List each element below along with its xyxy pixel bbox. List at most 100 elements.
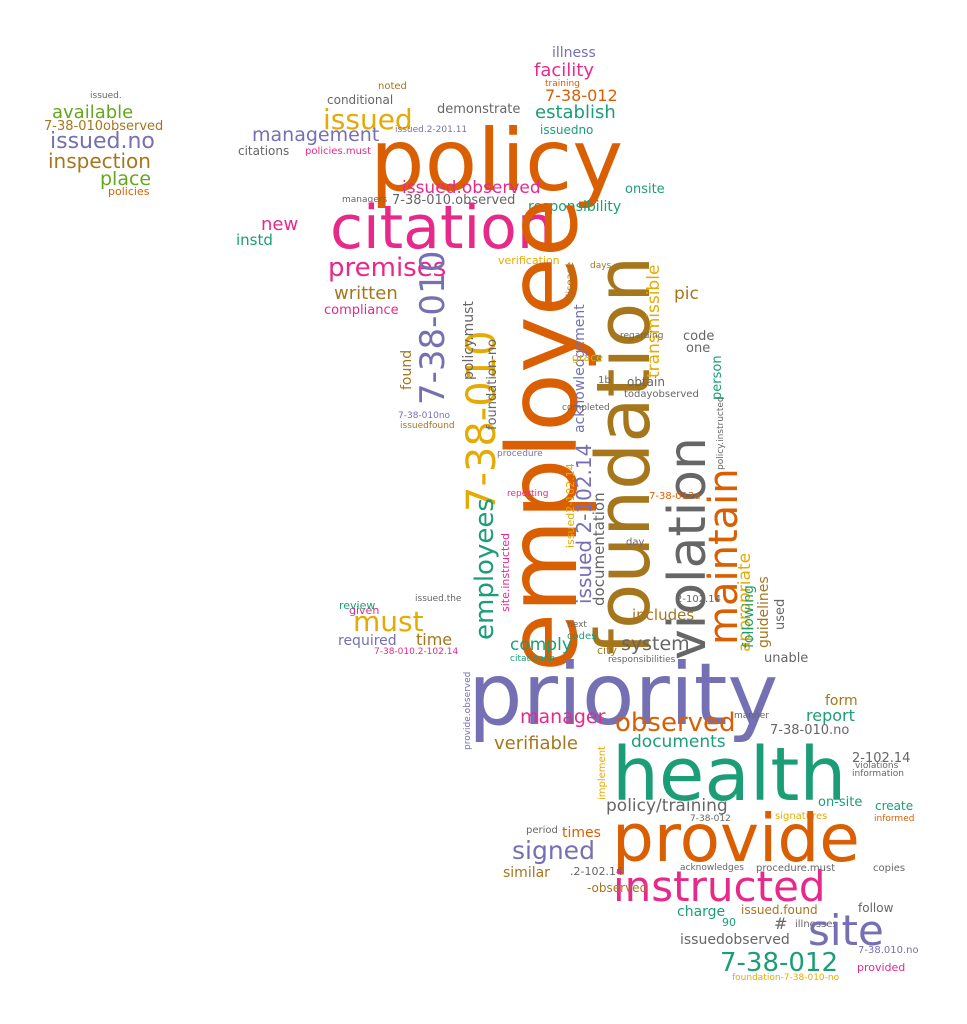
word-regarding: regarding	[620, 331, 664, 341]
word-create: create	[875, 799, 914, 813]
word-information: information	[852, 769, 904, 779]
word-training: training	[545, 79, 580, 89]
word-conditional: conditional	[327, 93, 394, 107]
word-times: times	[562, 825, 601, 841]
word-on-site: on-site	[818, 795, 863, 810]
word-review: review	[339, 599, 376, 612]
word-policies-must: policies.must	[305, 146, 372, 157]
word-obtain: obtain	[627, 375, 665, 389]
word-form: form	[825, 693, 858, 709]
word-days: days	[590, 261, 612, 271]
word-guidelines: guidelines	[756, 576, 772, 648]
word-similar: similar	[503, 865, 550, 881]
word-7-38-012-bottom: 7-38-012	[720, 948, 839, 978]
word-acknowledgement: acknowledgement	[572, 304, 588, 433]
word-must: must	[353, 605, 424, 638]
word-issued-observed: issued.observed	[402, 178, 541, 198]
word-hash: #	[774, 914, 788, 933]
word-site: site	[808, 906, 884, 955]
word-implement: implement	[597, 746, 608, 800]
word-given: given	[349, 604, 380, 617]
word-issued-the: issued.the	[415, 594, 462, 604]
word-available: available	[52, 102, 134, 123]
word-observed: observed	[615, 708, 736, 738]
word-required: required	[338, 633, 397, 649]
word-issued2-102-14: issued2-102.14	[564, 463, 577, 548]
word-found: found	[399, 349, 415, 390]
word-dot-2-102-14: .2-102.14	[570, 865, 623, 878]
word-place: place	[100, 168, 152, 190]
word-grace: grace	[572, 351, 604, 364]
word-compliance: compliance	[324, 303, 399, 318]
word-7-38-012a: 7-38-012a	[649, 491, 701, 502]
word-informed: informed	[874, 814, 915, 824]
word-foundation-no: foundation-no	[485, 338, 500, 430]
word-documents: documents	[631, 732, 726, 752]
word-pic: pic	[674, 284, 699, 304]
word-manager: manager	[520, 706, 606, 728]
word-disease: disease	[565, 262, 576, 300]
word-unable: unable	[764, 651, 809, 666]
word-2-102-14-right: 2-102.14	[852, 751, 911, 766]
word-provided: provided	[857, 961, 906, 974]
word-time: time	[416, 630, 453, 649]
word-code: code	[683, 329, 715, 344]
word-citations: citations	[238, 144, 290, 158]
word-7-38-012-top: 7-38-012	[545, 86, 618, 105]
word-foundation-7-38-010-no: foundation-7-38-010-no	[732, 973, 840, 983]
word-acknowledges: acknowledges	[680, 863, 744, 873]
word-documentation: documentation	[590, 492, 608, 606]
word-management: management	[252, 124, 380, 146]
word-7-38-010no: 7-38-010no	[398, 411, 451, 421]
word-7-38-010observed: 7-38-010observed	[44, 119, 164, 134]
word-7-38-010-no-small: 7-38.010.no	[858, 945, 919, 956]
word-manner: manner	[734, 711, 769, 721]
word-illnesses: illnesses	[795, 919, 838, 930]
word-small-issued: issued.	[90, 91, 122, 101]
word-codes: codes	[567, 631, 597, 642]
word-policies: policies	[108, 185, 150, 198]
word-issued-found: issued.found	[741, 903, 818, 917]
word-written: written	[334, 283, 398, 304]
word-transmissible: transmissible	[644, 264, 664, 378]
word-policy-must: policy.must	[461, 301, 477, 380]
word-policy-instructed: policy.instructed	[716, 396, 726, 470]
word-reporting: reporting	[507, 489, 549, 499]
word-citationno: citationno	[510, 654, 555, 664]
word-issuedobserved: issuedobserved	[680, 932, 790, 948]
word-priority: priority	[468, 645, 779, 745]
word-7-38-010-2-102-14: 7-38-010.2-102.14	[374, 647, 459, 657]
word-provide: provide	[612, 800, 860, 877]
word-onsite: onsite	[625, 182, 665, 197]
word-charge: charge	[677, 904, 726, 920]
word-includes: includes	[632, 606, 695, 624]
word-policy-training: policy/training	[606, 796, 728, 816]
word-2-102-14-mid: 2-102.14	[676, 594, 721, 605]
word-issued-2-201-11: issued.2-201.11	[395, 125, 468, 135]
word-instd: instd	[236, 231, 273, 249]
word-used: used	[773, 598, 788, 630]
word-demonstrate: demonstrate	[437, 102, 521, 117]
word-issued-no: issued.no	[50, 129, 155, 154]
word-person: person	[710, 355, 725, 400]
word-follow: follow	[858, 901, 894, 915]
word-issued-large: issued	[323, 103, 413, 136]
word-premises: premises	[328, 253, 447, 283]
word-completed: completed	[562, 403, 610, 413]
word-next: next	[567, 620, 587, 630]
word-verification: verification	[498, 254, 560, 267]
word-health: health	[612, 732, 847, 818]
word-one: one	[686, 341, 711, 356]
word-violations: violations	[855, 761, 899, 771]
word-signed: signed	[512, 836, 595, 865]
word-7-38-010-observed: 7-38-010.observed	[392, 193, 516, 208]
word-report: report	[806, 706, 855, 725]
word-issuedfound: issuedfound	[400, 421, 455, 431]
word-day: day	[626, 537, 645, 548]
word-managers: managers	[342, 195, 388, 205]
word-procedure: procedure	[497, 449, 543, 459]
word-7-38-010-no: 7-38-010.no	[770, 723, 850, 738]
word-instructed: instructed	[613, 862, 826, 911]
word-city: city	[597, 644, 617, 657]
